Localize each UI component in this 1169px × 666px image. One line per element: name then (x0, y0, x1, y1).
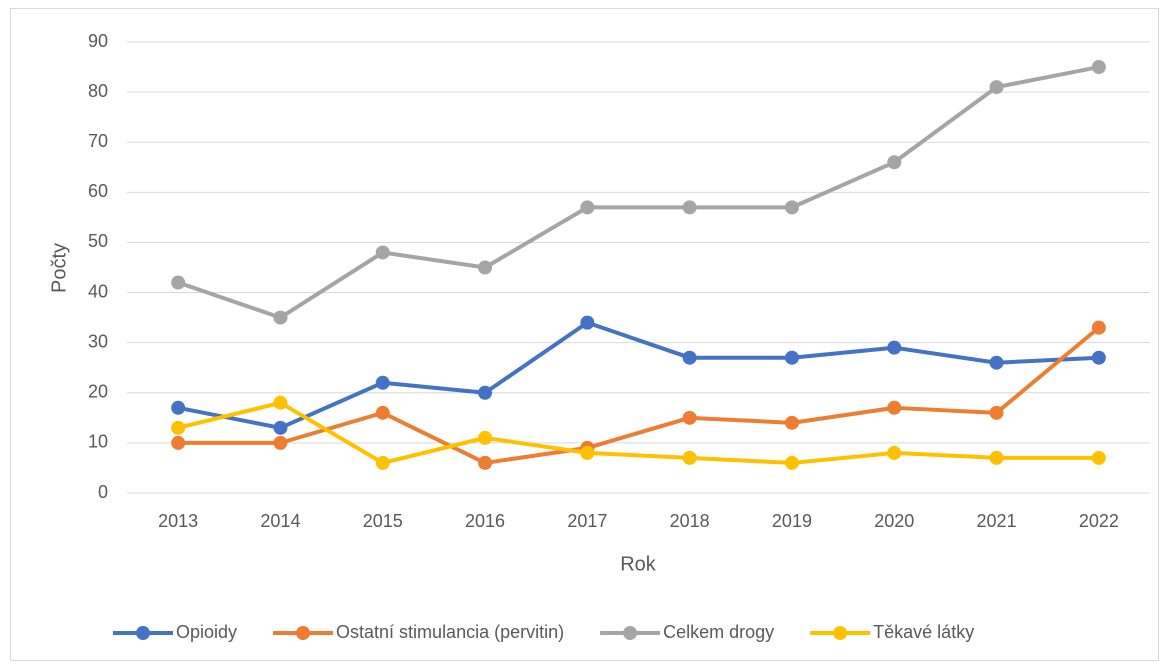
legend-label: Těkavé látky (873, 622, 974, 642)
data-point (375, 245, 390, 260)
y-tick-label: 90 (88, 31, 108, 51)
legend-marker (136, 626, 150, 640)
series-line (176, 400, 1101, 465)
legend-marker (296, 626, 311, 640)
series-line (176, 65, 1101, 320)
data-point (1091, 320, 1106, 335)
data-point (887, 340, 902, 355)
data-point (171, 400, 186, 415)
data-point (887, 445, 902, 460)
data-point (375, 375, 390, 390)
data-point (478, 385, 493, 400)
data-point (1091, 350, 1106, 365)
x-tick-label: 2020 (874, 511, 914, 531)
data-point (273, 420, 288, 435)
legend-label: Opioidy (176, 622, 237, 642)
data-point (887, 155, 902, 170)
data-point (580, 200, 595, 215)
x-tick-label: 2022 (1079, 511, 1119, 531)
data-point (375, 455, 390, 470)
x-tick-label: 2015 (363, 511, 403, 531)
data-point (273, 395, 288, 410)
legend-label: Ostatní stimulancia (pervitin) (336, 622, 564, 642)
data-point (375, 405, 390, 420)
y-tick-label: 10 (88, 432, 108, 452)
series-line (176, 320, 1101, 430)
x-tick-label: 2018 (670, 511, 710, 531)
data-point (580, 315, 595, 330)
y-tick-label: 20 (88, 382, 108, 402)
legend-marker (623, 626, 638, 640)
legend-label: Celkem drogy (663, 622, 774, 642)
y-tick-label: 0 (98, 482, 108, 502)
data-point (171, 275, 186, 290)
data-point (989, 450, 1004, 465)
data-point (989, 405, 1004, 420)
data-point (478, 455, 493, 470)
y-tick-label: 40 (88, 281, 108, 301)
y-tick-label: 70 (88, 131, 108, 151)
y-tick-label: 50 (88, 231, 108, 251)
data-point (682, 350, 697, 365)
y-axis-label: Počty (48, 243, 70, 293)
x-tick-label: 2021 (977, 511, 1017, 531)
data-point (171, 435, 186, 450)
data-point (784, 455, 799, 470)
data-point (682, 410, 697, 425)
y-tick-label: 80 (88, 81, 108, 101)
series-line (176, 325, 1101, 465)
x-tick-label: 2013 (158, 511, 198, 531)
x-tick-label: 2014 (260, 511, 300, 531)
data-point (273, 435, 288, 450)
data-point (273, 310, 288, 325)
data-point (784, 200, 799, 215)
data-point (989, 80, 1004, 95)
x-tick-label: 2017 (567, 511, 607, 531)
legend-marker (833, 626, 848, 640)
data-point (171, 420, 186, 435)
data-point (580, 445, 595, 460)
data-point (682, 200, 697, 215)
data-point (1091, 450, 1106, 465)
data-point (1091, 60, 1106, 75)
y-tick-label: 30 (88, 331, 108, 351)
chart-border (10, 8, 1159, 661)
x-tick-label: 2019 (772, 511, 812, 531)
data-point (989, 355, 1004, 370)
data-point (784, 350, 799, 365)
x-axis-label: Rok (620, 553, 657, 575)
data-point (887, 400, 902, 415)
data-point (478, 430, 493, 445)
data-point (784, 415, 799, 430)
data-point (682, 450, 697, 465)
data-point (478, 260, 493, 275)
x-tick-label: 2016 (465, 511, 505, 531)
y-tick-label: 60 (88, 181, 108, 201)
